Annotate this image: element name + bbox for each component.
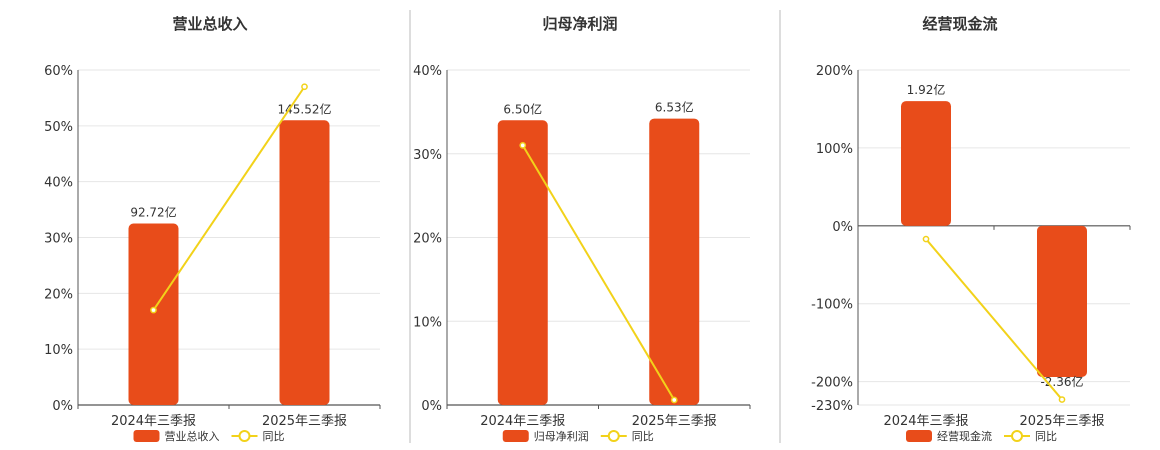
bar[interactable] xyxy=(497,120,548,405)
legend-bar-swatch xyxy=(906,430,932,442)
legend-bar-swatch xyxy=(502,430,529,442)
yoy-point[interactable] xyxy=(150,306,157,314)
y-tick-label: 20% xyxy=(413,232,442,247)
bar[interactable] xyxy=(901,101,951,226)
yoy-line xyxy=(152,86,306,311)
x-category-label: 2024年三季报 xyxy=(480,414,565,429)
yoy-line xyxy=(521,144,676,401)
y-tick-label: 30% xyxy=(413,148,442,163)
bar[interactable] xyxy=(649,118,700,405)
x-category-label: 2025年三季报 xyxy=(1019,414,1104,429)
legend-bar-label: 经营现金流 xyxy=(937,429,992,443)
y-tick-label: -230% xyxy=(811,399,853,414)
bar-value-label: 6.53亿 xyxy=(655,100,694,115)
y-tick-label: 20% xyxy=(44,287,73,302)
legend-line-label: 同比 xyxy=(632,430,654,443)
y-tick-label: 40% xyxy=(413,64,442,79)
y-tick-label: 0% xyxy=(421,399,442,414)
bar[interactable] xyxy=(1037,225,1087,377)
y-tick-label: 60% xyxy=(44,64,73,79)
x-category-label: 2025年三季报 xyxy=(632,414,717,429)
chart-title: 经营现金流 xyxy=(922,15,997,33)
yoy-point[interactable] xyxy=(1058,396,1066,403)
x-category-label: 2025年三季报 xyxy=(262,414,347,429)
y-tick-label: 50% xyxy=(44,120,73,135)
legend-line-label: 同比 xyxy=(263,430,285,443)
y-tick-label: 100% xyxy=(816,142,853,157)
bar-value-label: 6.50亿 xyxy=(503,101,542,116)
x-category-label: 2024年三季报 xyxy=(883,414,968,429)
y-tick-label: 40% xyxy=(44,176,73,191)
y-tick-label: 0% xyxy=(832,220,853,235)
x-category-label: 2024年三季报 xyxy=(111,414,196,429)
y-tick-label: 200% xyxy=(816,64,853,79)
bar-value-label: 1.92亿 xyxy=(907,82,946,97)
y-tick-label: -200% xyxy=(811,376,853,391)
y-tick-label: 30% xyxy=(44,232,73,247)
bar-value-label: -2.36亿 xyxy=(1040,374,1083,389)
yoy-point[interactable] xyxy=(670,396,678,404)
yoy-point[interactable] xyxy=(519,142,527,149)
legend-line-marker xyxy=(607,430,620,442)
y-tick-label: 10% xyxy=(44,343,73,358)
chart-title: 营业总收入 xyxy=(172,15,247,33)
yoy-line xyxy=(925,238,1063,401)
legend-line-marker xyxy=(1011,430,1023,442)
legend-bar-swatch xyxy=(133,430,160,442)
legend-bar-label: 归母净利润 xyxy=(534,429,589,443)
bar[interactable] xyxy=(279,120,330,405)
chart-title: 归母净利润 xyxy=(542,15,617,33)
legend-line-label: 同比 xyxy=(1035,430,1057,443)
legend-line-marker xyxy=(238,430,251,442)
y-tick-label: -100% xyxy=(811,298,853,313)
bar-value-label: 92.72亿 xyxy=(130,205,176,220)
y-tick-label: 0% xyxy=(52,399,73,414)
legend-bar-label: 营业总收入 xyxy=(165,429,220,443)
y-tick-label: 10% xyxy=(413,315,442,330)
yoy-point[interactable] xyxy=(301,83,308,91)
bar[interactable] xyxy=(128,223,179,405)
yoy-point[interactable] xyxy=(922,235,930,243)
